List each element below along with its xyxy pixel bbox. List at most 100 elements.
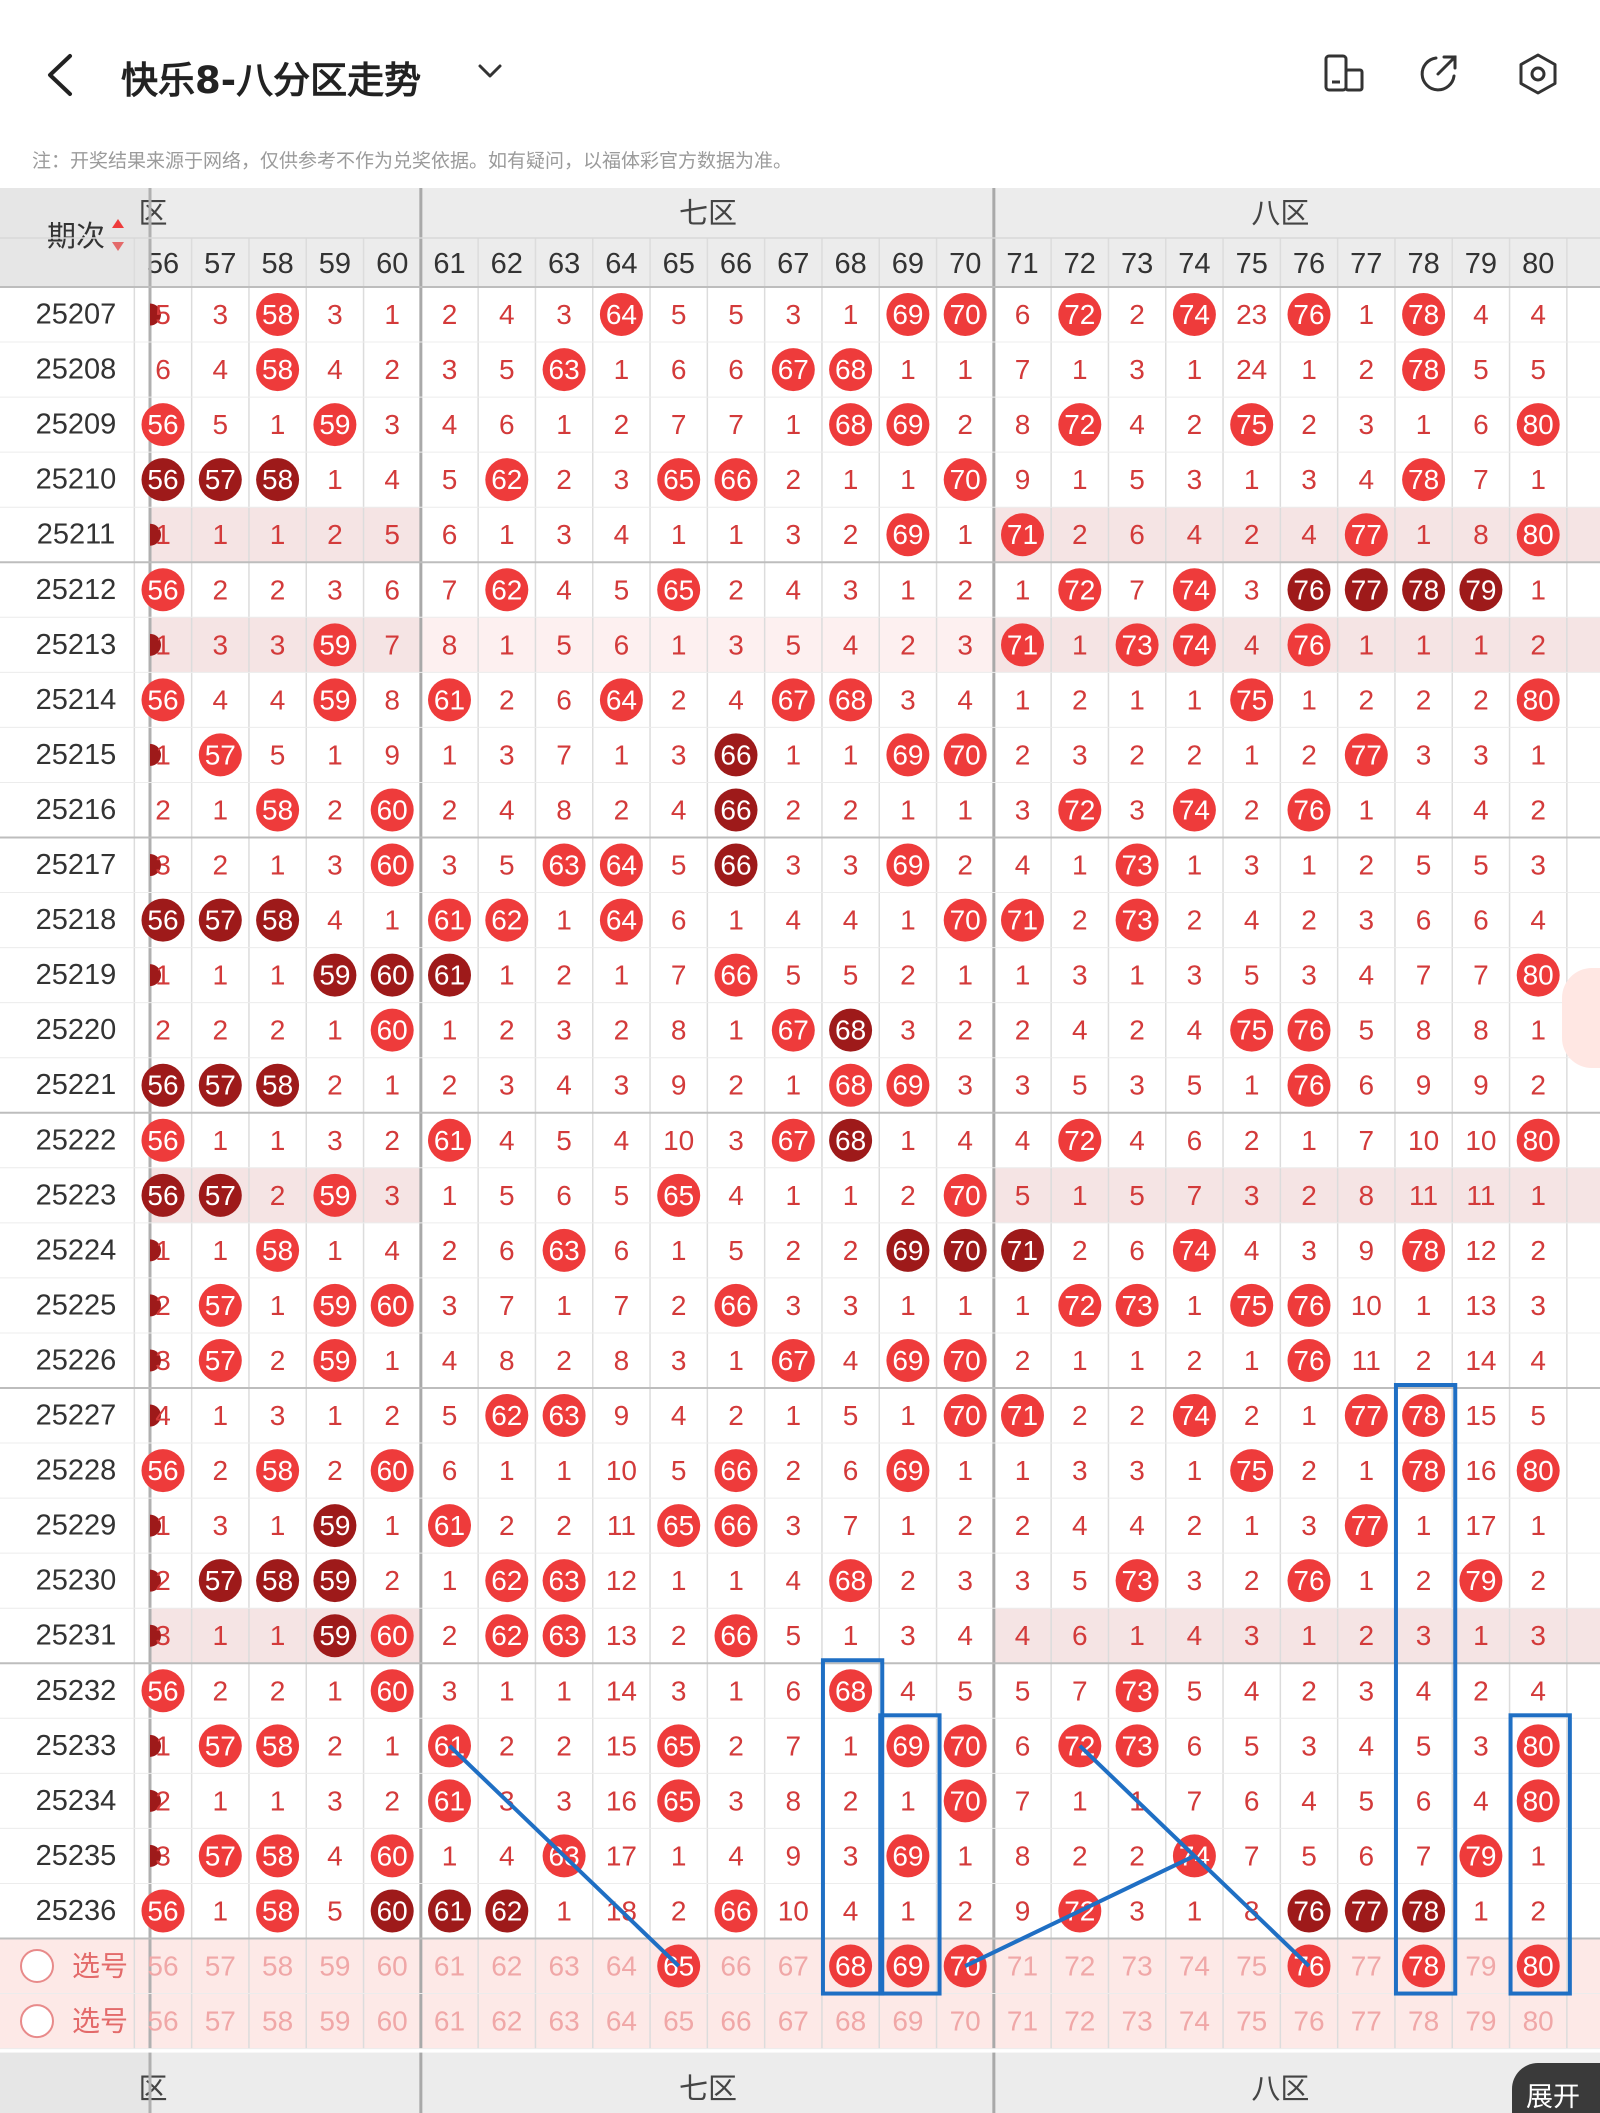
pick-row-label[interactable]: 选号 xyxy=(72,2005,128,2038)
pick-number[interactable]: 67 xyxy=(778,2006,809,2037)
pick-number[interactable]: 70 xyxy=(950,2006,981,2037)
pick-number[interactable]: 60 xyxy=(377,1951,408,1982)
pick-number[interactable]: 75 xyxy=(1236,2006,1267,2037)
ball-number: 57 xyxy=(205,464,236,495)
pick-number[interactable]: 72 xyxy=(1064,1951,1095,1982)
pick-row-label[interactable]: 选号 xyxy=(72,1950,128,1983)
pick-number[interactable]: 56 xyxy=(147,1951,178,1982)
drawn-ball xyxy=(599,293,643,337)
expand-button[interactable]: 展开 xyxy=(1512,2063,1600,2113)
pick-number[interactable]: 57 xyxy=(205,2006,236,2037)
omission-count: 1 xyxy=(1187,1895,1203,1926)
page-title[interactable]: 快乐8-八分区走势 xyxy=(121,59,422,102)
pick-number[interactable]: 64 xyxy=(606,1951,637,1982)
pick-number[interactable]: 59 xyxy=(319,2006,350,2037)
pick-number[interactable]: 73 xyxy=(1122,1951,1153,1982)
drawn-ball xyxy=(1115,898,1159,942)
pick-number[interactable]: 58 xyxy=(262,1951,293,1982)
pick-number[interactable]: 64 xyxy=(606,2006,637,2037)
ball-number: 58 xyxy=(262,794,293,825)
partial-ball xyxy=(150,964,161,987)
pick-number[interactable]: 78 xyxy=(1408,2006,1439,2037)
pick-number[interactable]: 63 xyxy=(549,1951,580,1982)
omission-count: 6 xyxy=(843,1455,859,1486)
omission-count: 1 xyxy=(1301,1125,1317,1156)
ball-number[interactable]: 78 xyxy=(1408,1951,1439,1982)
ball-number[interactable]: 80 xyxy=(1523,1951,1554,1982)
pick-number[interactable]: 74 xyxy=(1179,1951,1210,1982)
pick-number[interactable]: 71 xyxy=(1007,1951,1038,1982)
pick-number[interactable]: 61 xyxy=(434,2006,465,2037)
pick-number[interactable]: 57 xyxy=(205,1951,236,1982)
pick-number[interactable]: 62 xyxy=(491,1951,522,1982)
omission-count: 1 xyxy=(843,1730,859,1761)
pick-number[interactable]: 74 xyxy=(1179,2006,1210,2037)
pick-number[interactable]: 68 xyxy=(835,2006,866,2037)
ball-number[interactable]: 69 xyxy=(892,1951,923,1982)
pick-number[interactable]: 71 xyxy=(1007,2006,1038,2037)
share-icon[interactable] xyxy=(1416,52,1460,96)
chevron-left-icon[interactable] xyxy=(40,50,80,100)
pick-number[interactable]: 77 xyxy=(1351,2006,1382,2037)
pick-number[interactable]: 77 xyxy=(1351,1951,1382,1982)
pick-number[interactable]: 60 xyxy=(377,2006,408,2037)
omission-count: 2 xyxy=(1359,850,1375,881)
omission-count: 3 xyxy=(1072,960,1088,991)
drawn-ball xyxy=(370,1008,414,1052)
floating-side-button[interactable] xyxy=(1562,968,1600,1068)
pick-number[interactable]: 76 xyxy=(1293,2006,1324,2037)
pick-number[interactable]: 75 xyxy=(1236,1951,1267,1982)
period-column-header[interactable]: 期次 xyxy=(47,219,105,253)
phone-rotate-icon[interactable] xyxy=(1322,52,1366,96)
period-cell: 25207 xyxy=(36,299,117,331)
pick-number[interactable]: 58 xyxy=(262,2006,293,2037)
omission-count: 3 xyxy=(327,299,343,330)
pick-number[interactable]: 80 xyxy=(1523,2006,1554,2037)
omission-count: 4 xyxy=(327,354,343,385)
omission-count: 2 xyxy=(1530,629,1546,660)
pick-number[interactable]: 66 xyxy=(720,1951,751,1982)
pick-number[interactable]: 67 xyxy=(778,1951,809,1982)
omission-count: 8 xyxy=(442,629,458,660)
column-number: 76 xyxy=(1293,248,1325,280)
ball-number: 59 xyxy=(319,684,350,715)
selected-ball[interactable] xyxy=(886,1944,930,1988)
omission-count: 2 xyxy=(1301,1180,1317,1211)
radio-circle-icon[interactable] xyxy=(20,2004,54,2039)
pick-number[interactable]: 63 xyxy=(549,2006,580,2037)
omission-count: 2 xyxy=(327,1070,343,1101)
selected-ball[interactable] xyxy=(829,1944,873,1988)
chevron-down-icon[interactable] xyxy=(475,56,505,86)
ball-number: 66 xyxy=(720,794,751,825)
column-number: 59 xyxy=(319,248,351,280)
column-number: 74 xyxy=(1178,248,1210,280)
drawn-ball xyxy=(370,1283,414,1327)
pick-number[interactable]: 65 xyxy=(663,2006,694,2037)
ball-number[interactable]: 68 xyxy=(835,1951,866,1982)
pick-number[interactable]: 69 xyxy=(892,2006,923,2037)
pick-number[interactable]: 73 xyxy=(1122,2006,1153,2037)
omission-count: 1 xyxy=(1072,1180,1088,1211)
omission-count: 2 xyxy=(1244,1565,1260,1596)
pick-number[interactable]: 66 xyxy=(720,2006,751,2037)
selected-ball[interactable] xyxy=(1402,1944,1446,1988)
period-cell: 25225 xyxy=(36,1289,117,1321)
settings-icon[interactable] xyxy=(1516,52,1560,96)
drawn-ball xyxy=(829,678,873,722)
radio-circle-icon[interactable] xyxy=(20,1949,54,1984)
ball-number: 59 xyxy=(319,1565,350,1596)
pick-number[interactable]: 79 xyxy=(1465,2006,1496,2037)
pick-number[interactable]: 59 xyxy=(319,1951,350,1982)
pick-number[interactable]: 79 xyxy=(1465,1951,1496,1982)
omission-count: 2 xyxy=(957,850,973,881)
omission-count: 5 xyxy=(1359,1785,1375,1816)
drawn-ball xyxy=(1230,1449,1274,1493)
row-bg xyxy=(0,1938,1600,1994)
pick-number[interactable]: 62 xyxy=(491,2006,522,2037)
selected-ball[interactable] xyxy=(1516,1944,1560,1988)
pick-number[interactable]: 56 xyxy=(147,2006,178,2037)
pick-number[interactable]: 61 xyxy=(434,1951,465,1982)
pick-number[interactable]: 72 xyxy=(1064,2006,1095,2037)
ball-number: 76 xyxy=(1293,1565,1324,1596)
omission-count: 3 xyxy=(1129,1455,1145,1486)
